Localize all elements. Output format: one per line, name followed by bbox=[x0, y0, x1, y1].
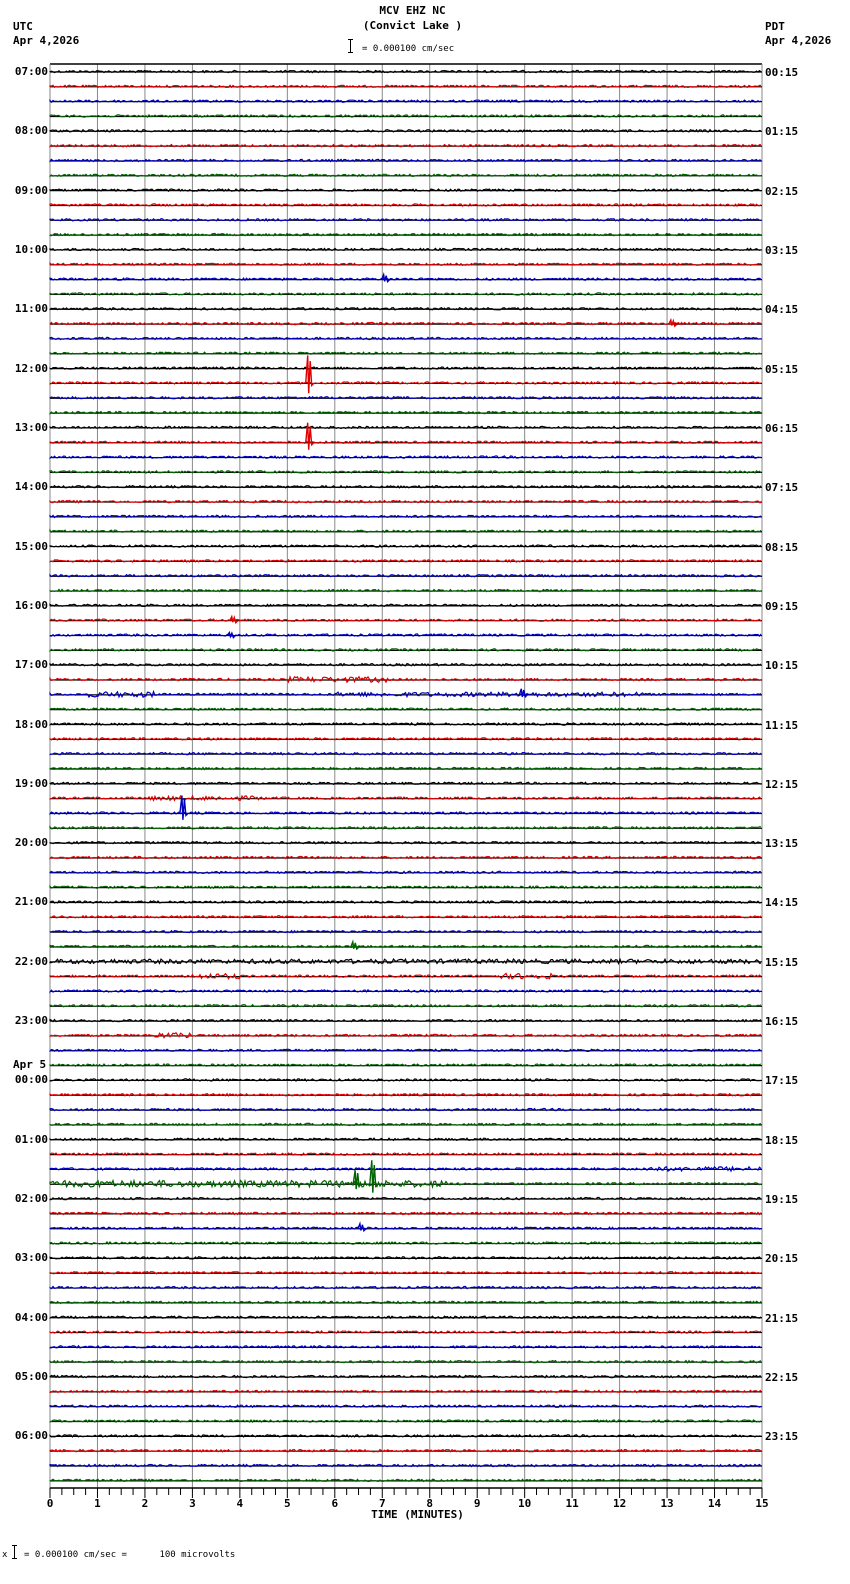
utc-hour-label: 20:00 bbox=[14, 836, 48, 850]
footer-scale-bar-icon bbox=[12, 1545, 20, 1559]
pdt-hour-label: 08:15 bbox=[765, 540, 799, 554]
pdt-hour-label: 10:15 bbox=[765, 659, 799, 673]
x-tick-label: 10 bbox=[518, 1497, 532, 1510]
left-date: Apr 4,2026 bbox=[13, 34, 80, 47]
utc-hour-label: 12:00 bbox=[14, 361, 48, 375]
utc-hour-label: 18:00 bbox=[14, 717, 48, 731]
pdt-hour-label: 05:15 bbox=[765, 362, 799, 376]
pdt-hour-label: 02:15 bbox=[765, 184, 799, 198]
pdt-hour-label: 06:15 bbox=[765, 421, 799, 435]
utc-hour-label: 07:00 bbox=[14, 65, 48, 78]
x-tick-label: 8 bbox=[426, 1497, 434, 1510]
utc-hour-label: 05:00 bbox=[14, 1370, 48, 1384]
utc-hour-label: 00:00 bbox=[14, 1073, 48, 1087]
x-tick-label: 9 bbox=[473, 1497, 481, 1510]
scale-label: = 0.000100 cm/sec bbox=[362, 44, 455, 54]
utc-hour-label: 15:00 bbox=[14, 539, 48, 553]
utc-hour-label: 01:00 bbox=[14, 1132, 48, 1146]
utc-hour-label: 17:00 bbox=[14, 658, 48, 672]
pdt-hour-label: 17:15 bbox=[765, 1074, 799, 1088]
pdt-hour-label: 15:15 bbox=[765, 955, 799, 969]
pdt-hour-label: 00:15 bbox=[765, 66, 799, 79]
pdt-hour-label: 16:15 bbox=[765, 1015, 799, 1029]
scale-bar-icon bbox=[348, 39, 356, 53]
x-tick-label: 6 bbox=[331, 1497, 339, 1510]
pdt-hour-label: 21:15 bbox=[765, 1311, 799, 1325]
x-tick-label: 12 bbox=[612, 1497, 627, 1510]
right-date: Apr 4,2026 bbox=[765, 34, 832, 47]
utc-hour-label: 14:00 bbox=[14, 480, 48, 494]
utc-hour-label: 10:00 bbox=[14, 242, 48, 256]
utc-hour-label: 03:00 bbox=[14, 1251, 48, 1265]
pdt-hour-label: 04:15 bbox=[765, 303, 799, 317]
utc-hour-label: 22:00 bbox=[14, 954, 48, 968]
pdt-hour-label: 14:15 bbox=[765, 896, 799, 910]
x-tick-label: 13 bbox=[660, 1497, 674, 1510]
pdt-hour-label: 09:15 bbox=[765, 599, 799, 613]
x-tick-label: 0 bbox=[46, 1497, 54, 1510]
pdt-hour-label: 23:15 bbox=[765, 1430, 799, 1444]
utc-hour-label: 11:00 bbox=[14, 302, 48, 316]
utc-hour-label: 23:00 bbox=[14, 1014, 48, 1028]
utc-hour-label: 08:00 bbox=[14, 124, 48, 138]
pdt-hour-label: 18:15 bbox=[765, 1133, 799, 1147]
utc-hour-label: 02:00 bbox=[14, 1192, 48, 1206]
right-timezone: PDT bbox=[765, 20, 785, 33]
left-timezone: UTC bbox=[13, 20, 33, 33]
pdt-hour-label: 13:15 bbox=[765, 837, 799, 851]
utc-hour-label: 21:00 bbox=[14, 895, 48, 909]
x-tick-label: 15 bbox=[755, 1497, 769, 1510]
x-tick-label: 7 bbox=[378, 1497, 386, 1510]
utc-hour-label: 06:00 bbox=[14, 1429, 48, 1443]
x-tick-label: 11 bbox=[565, 1497, 579, 1510]
utc-hour-label: 04:00 bbox=[14, 1310, 48, 1324]
pdt-hour-label: 07:15 bbox=[765, 481, 799, 495]
utc-hour-label: 13:00 bbox=[14, 420, 48, 434]
pdt-hour-label: 19:15 bbox=[765, 1193, 799, 1207]
utc-hour-label: 19:00 bbox=[14, 776, 48, 790]
x-tick-label: 4 bbox=[236, 1497, 244, 1510]
x-tick-label: 3 bbox=[189, 1497, 196, 1510]
x-tick-label: 1 bbox=[94, 1497, 101, 1510]
pdt-hour-label: 20:15 bbox=[765, 1252, 799, 1266]
pdt-hour-label: 22:15 bbox=[765, 1371, 799, 1385]
pdt-hour-label: 01:15 bbox=[765, 125, 799, 139]
date-change-label: Apr 5 bbox=[13, 1058, 47, 1072]
footer-prefix: x bbox=[2, 1550, 8, 1560]
x-tick-label: 2 bbox=[141, 1497, 149, 1510]
x-axis-label: TIME (MINUTES) bbox=[371, 1508, 464, 1521]
utc-hour-label: 16:00 bbox=[14, 598, 48, 612]
footer-scale-label: = 0.000100 cm/sec = 100 microvolts bbox=[24, 1550, 236, 1560]
x-tick-label: 5 bbox=[284, 1497, 291, 1510]
pdt-hour-label: 12:15 bbox=[765, 777, 799, 791]
pdt-hour-label: 03:15 bbox=[765, 243, 799, 257]
x-tick-label: 14 bbox=[707, 1497, 722, 1510]
station-location: (Convict Lake ) bbox=[362, 19, 463, 32]
pdt-hour-label: 11:15 bbox=[765, 718, 799, 732]
utc-hour-label: 09:00 bbox=[14, 183, 48, 197]
station-title: MCV EHZ NC bbox=[379, 4, 446, 17]
